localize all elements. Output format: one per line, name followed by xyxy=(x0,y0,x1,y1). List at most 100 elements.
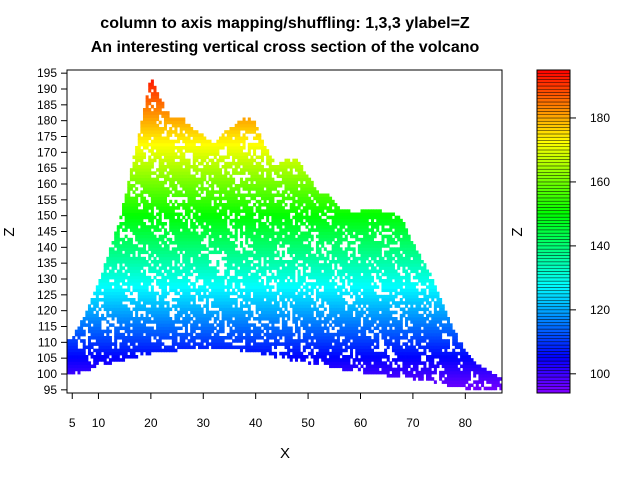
section-cell xyxy=(158,260,162,264)
section-cell xyxy=(174,279,178,283)
section-cell xyxy=(153,225,157,229)
section-cell xyxy=(297,304,301,308)
section-cell xyxy=(260,241,264,245)
section-cell xyxy=(153,256,157,261)
section-cell xyxy=(224,241,228,245)
section-cell xyxy=(169,206,173,210)
section-cell xyxy=(108,336,112,340)
section-cell xyxy=(124,234,128,239)
section-cell xyxy=(108,298,112,302)
section-cell xyxy=(258,260,262,264)
section-cell xyxy=(250,212,254,217)
section-cell xyxy=(266,323,270,327)
section-cell xyxy=(336,237,340,242)
section-cell xyxy=(276,269,280,274)
section-cell xyxy=(174,161,178,166)
section-cell xyxy=(182,177,186,182)
section-cell xyxy=(129,196,133,201)
section-cell xyxy=(156,199,160,204)
section-cell xyxy=(145,212,149,217)
section-cell xyxy=(163,174,167,179)
section-cell xyxy=(258,241,262,245)
section-cell xyxy=(106,294,110,299)
section-cell xyxy=(297,317,301,321)
section-cell xyxy=(242,272,246,277)
section-cell xyxy=(342,307,346,312)
section-cell xyxy=(171,120,175,125)
section-cell xyxy=(106,288,110,293)
section-cell xyxy=(208,196,212,201)
section-cell xyxy=(211,171,215,175)
section-cell xyxy=(192,301,196,305)
section-cell xyxy=(153,250,157,255)
section-cell xyxy=(336,329,340,334)
section-cell xyxy=(145,241,149,245)
section-cell xyxy=(114,263,118,267)
section-cell xyxy=(190,241,194,245)
section-cell xyxy=(211,244,215,248)
section-cell xyxy=(119,336,123,340)
section-cell xyxy=(287,171,291,175)
section-cell xyxy=(187,250,191,255)
section-cell xyxy=(347,317,351,321)
section-cell xyxy=(268,158,272,163)
section-cell xyxy=(247,288,251,293)
section-cell xyxy=(216,231,220,236)
section-cell xyxy=(323,355,327,359)
section-cell xyxy=(179,345,183,350)
section-cell xyxy=(266,184,270,188)
section-cell xyxy=(163,152,167,156)
section-cell xyxy=(253,336,257,340)
section-cell xyxy=(163,206,167,210)
section-cell xyxy=(158,228,162,232)
section-cell xyxy=(292,228,296,232)
section-cell xyxy=(250,146,254,150)
section-cell xyxy=(213,228,217,232)
section-cell xyxy=(87,361,91,365)
section-cell xyxy=(271,260,275,264)
section-cell xyxy=(339,342,343,346)
section-cell xyxy=(245,317,249,321)
section-cell xyxy=(297,342,301,346)
section-cell xyxy=(221,256,225,261)
section-cell xyxy=(242,203,246,207)
section-cell xyxy=(166,158,170,163)
section-cell xyxy=(336,247,340,251)
section-cell xyxy=(263,307,267,312)
section-cell xyxy=(300,244,304,248)
section-cell xyxy=(145,313,149,318)
section-cell xyxy=(260,228,264,232)
section-cell xyxy=(116,307,120,312)
section-cell xyxy=(101,355,105,359)
section-cell xyxy=(224,187,228,191)
section-cell xyxy=(310,317,314,321)
section-cell xyxy=(239,304,243,308)
section-cell xyxy=(242,326,246,331)
section-cell xyxy=(226,291,230,296)
section-cell xyxy=(224,203,228,207)
section-cell xyxy=(305,218,309,223)
section-cell xyxy=(292,199,296,204)
section-cell xyxy=(342,313,346,318)
section-cell xyxy=(250,177,254,182)
section-cell xyxy=(232,301,236,305)
section-cell xyxy=(237,209,241,213)
section-cell xyxy=(203,231,207,236)
section-cell xyxy=(253,298,257,302)
section-cell xyxy=(163,146,167,150)
section-cell xyxy=(106,310,110,315)
section-cell xyxy=(198,234,202,239)
section-cell xyxy=(132,355,136,359)
section-cell xyxy=(302,304,306,308)
section-cell xyxy=(140,228,144,232)
section-cell xyxy=(177,269,181,274)
section-cell xyxy=(116,237,120,242)
section-cell xyxy=(127,348,131,353)
section-cell xyxy=(302,336,306,340)
section-cell xyxy=(221,158,225,163)
section-cell xyxy=(297,206,301,210)
section-cell xyxy=(284,203,288,207)
section-cell xyxy=(315,234,319,239)
section-cell xyxy=(132,288,136,293)
section-cell xyxy=(266,313,270,318)
